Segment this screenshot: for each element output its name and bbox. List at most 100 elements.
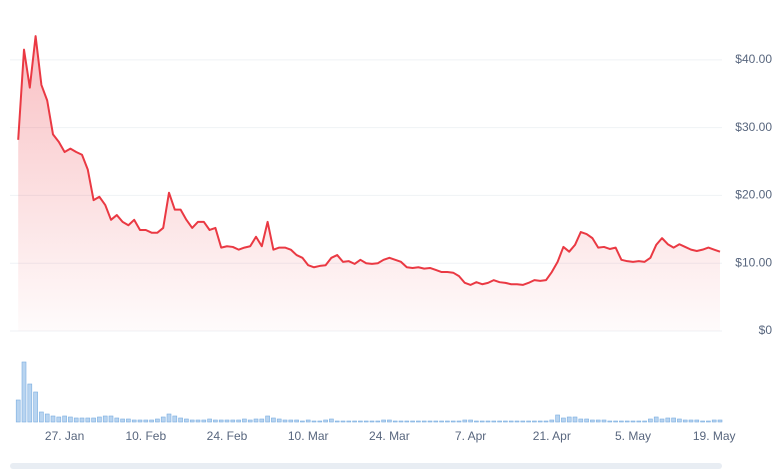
volume-bar	[387, 419, 392, 423]
volume-bar	[253, 418, 259, 423]
volume-bar	[706, 420, 711, 423]
volume-bar	[271, 417, 276, 423]
volume-bar	[300, 420, 305, 423]
volume-bar	[445, 420, 450, 423]
volume-bar	[79, 417, 85, 423]
volume-bar	[224, 419, 230, 423]
volume-bar	[137, 419, 143, 423]
volume-bar	[317, 420, 323, 423]
volume-bar	[33, 391, 38, 423]
volume-bar	[218, 419, 224, 423]
volume-bar	[456, 420, 462, 423]
volume-bar	[39, 411, 44, 423]
volume-bar	[213, 419, 218, 423]
volume-bar	[56, 416, 62, 423]
volume-bar	[433, 420, 439, 423]
volume-bar	[108, 415, 114, 423]
volume-bar	[624, 420, 630, 423]
volume-bar	[665, 417, 671, 423]
volume-bar	[375, 420, 381, 423]
volume-bar	[381, 419, 386, 423]
volume-bar	[572, 416, 578, 423]
volume-bar	[474, 420, 479, 423]
volume-bar	[207, 418, 212, 423]
volume-bar	[178, 417, 183, 423]
volume-bar	[462, 419, 468, 423]
volume-bar	[392, 420, 398, 423]
volume-bar	[700, 420, 705, 423]
volume-bar	[561, 417, 566, 423]
y-tick-label: $10.00	[735, 255, 772, 269]
x-tick-label: 19. May	[693, 429, 736, 443]
volume-bar	[410, 420, 415, 423]
x-tick-label: 21. Apr	[533, 429, 571, 443]
volume-bar	[659, 418, 665, 423]
volume-bar	[468, 419, 473, 423]
volume-bar	[160, 416, 166, 423]
x-tick-label: 10. Mar	[288, 429, 329, 443]
volume-bar	[73, 417, 79, 423]
volume-bar	[520, 420, 526, 423]
volume-bar	[120, 418, 125, 423]
volume-bar	[149, 419, 154, 423]
volume-bar	[555, 414, 560, 423]
volume-bar	[642, 420, 647, 423]
volume-bar	[439, 420, 444, 423]
volume-bar	[126, 418, 131, 423]
x-tick-label: 10. Feb	[125, 429, 166, 443]
volume-bar	[282, 419, 288, 423]
volume-bar	[421, 420, 427, 423]
volume-bar	[189, 419, 195, 423]
scrollbar[interactable]	[10, 463, 722, 469]
volume-bar	[648, 418, 653, 423]
volume-bar	[590, 419, 595, 423]
volume-bar	[711, 419, 717, 423]
volume-bar	[305, 419, 311, 423]
volume-bar	[566, 416, 572, 423]
x-tick-label: 7. Apr	[455, 429, 486, 443]
volume-bar	[131, 419, 137, 423]
volume-bar	[427, 420, 433, 423]
x-tick-label: 24. Feb	[207, 429, 248, 443]
volume-bar	[485, 420, 491, 423]
volume-bar	[450, 420, 456, 423]
x-tick-label: 24. Mar	[369, 429, 410, 443]
volume-bar	[503, 420, 508, 423]
volume-bar	[340, 420, 346, 423]
volume-bar	[91, 417, 96, 423]
volume-bar	[346, 420, 352, 423]
y-tick-label: $40.00	[735, 52, 772, 66]
volume-bar	[155, 418, 160, 423]
volume-bar	[259, 418, 265, 423]
volume-bar	[549, 419, 555, 423]
volume-bar	[276, 418, 282, 423]
volume-bar	[236, 419, 241, 423]
volume-bar	[230, 419, 236, 423]
volume-bar	[416, 420, 421, 423]
volume-bar	[537, 420, 543, 423]
volume-bar	[97, 416, 102, 423]
volume-bar	[543, 420, 549, 423]
volume-bar	[242, 418, 247, 423]
volume-bar	[85, 417, 91, 423]
volume-bar	[607, 420, 613, 423]
x-tick-label: 27. Jan	[45, 429, 84, 443]
volume-bar	[653, 416, 659, 423]
volume-bar	[50, 415, 56, 423]
volume-bar	[630, 420, 636, 423]
volume-bar	[619, 420, 624, 423]
volume-bar	[358, 420, 363, 423]
volume-bar	[201, 419, 207, 423]
volume-bar	[584, 418, 589, 423]
volume-bar	[329, 418, 334, 423]
volume-bar	[497, 420, 502, 423]
volume-bar	[677, 418, 682, 423]
volume-bar	[491, 420, 497, 423]
x-tick-label: 5. May	[615, 429, 651, 443]
volume-bar	[15, 399, 21, 423]
volume-bar	[595, 419, 601, 423]
volume-bar	[143, 419, 149, 423]
volume-bar	[288, 419, 294, 423]
volume-bar	[184, 418, 189, 423]
